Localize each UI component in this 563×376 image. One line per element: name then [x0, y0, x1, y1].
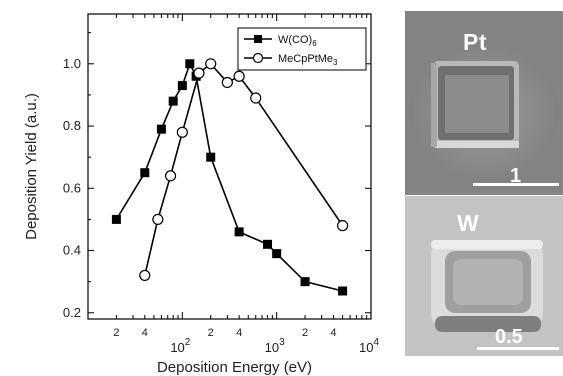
w-label: W [457, 210, 480, 236]
x-minor-tick-label: 4 [236, 327, 242, 339]
mecpptme3-data-point [337, 220, 349, 232]
w-co6-data-point [111, 214, 121, 224]
deposition-yield-chart: 0.2 0.4 0.6 0.8 1.0 2 4 2 4 2 4 102 103 104 Deposition… [23, 13, 379, 376]
mecpptme3-data-point [205, 58, 217, 70]
mecpptme3-data-point [176, 126, 188, 138]
w-structure-image [405, 196, 563, 356]
w-scale-value: 0.5 [495, 326, 523, 348]
x-major-tick-label: 104 [359, 337, 379, 355]
mecpptme3-data-point [139, 269, 151, 282]
y-tick-label: 0.2 [63, 305, 81, 320]
w-co6-data-point [156, 124, 166, 134]
x-major-tick-label: 103 [265, 337, 285, 355]
mecpptme3-data-point [221, 76, 233, 89]
w-co6-data-point [272, 249, 282, 259]
mecpptme3-data-point [233, 70, 245, 82]
x-minor-tick-label: 4 [142, 327, 148, 339]
x-minor-tick-label: 4 [330, 327, 336, 339]
x-minor-tick-label: 2 [302, 327, 308, 339]
pt-label: Pt [463, 29, 487, 55]
pt-structure-image [405, 11, 563, 195]
w-co6-data-point [168, 96, 178, 106]
w-co6-data-point [185, 59, 195, 69]
w-co6-data-point [300, 277, 310, 287]
x-minor-tick-label: 2 [113, 327, 119, 339]
x-major-tick-label: 102 [170, 337, 190, 355]
pt-scale-value: 1 [510, 165, 522, 187]
w-micrograph-panel: W 0.5 [405, 196, 563, 356]
y-tick-label: 0.6 [63, 180, 81, 195]
legend-marker-circle [252, 52, 264, 64]
legend-label-1: MeCpPtMe3 [278, 53, 338, 67]
legend-marker-square [254, 35, 262, 43]
w-co6-data-point [263, 239, 273, 249]
w-co6-data-point [140, 168, 150, 178]
w-co6-data-point [177, 81, 187, 91]
series-line-1 [144, 62, 344, 276]
y-tick-label: 1.0 [63, 56, 81, 71]
mecpptme3-data-point [193, 67, 205, 79]
mecpptme3-data-point [250, 92, 262, 104]
w-scale-bar [477, 347, 559, 350]
x-axis-title: Deposition Energy (eV) [157, 359, 312, 376]
pt-scale-bar [473, 183, 559, 186]
mecpptme3-data-point [164, 170, 177, 182]
legend-label-0: W(CO)6 [278, 34, 317, 48]
y-axis-title: Deposition Yield (a.u.) [23, 93, 40, 240]
x-minor-tick-label: 2 [208, 327, 214, 339]
series-line-0 [115, 61, 343, 292]
w-co6-data-point [206, 152, 216, 162]
plot-frame [87, 13, 372, 320]
w-co6-data-point [234, 227, 244, 237]
pt-micrograph-panel: Pt 1 [405, 11, 563, 195]
y-tick-label: 0.8 [63, 118, 81, 133]
mecpptme3-data-point [152, 213, 164, 226]
w-co6-data-point [338, 286, 348, 296]
y-tick-label: 0.4 [63, 243, 81, 258]
